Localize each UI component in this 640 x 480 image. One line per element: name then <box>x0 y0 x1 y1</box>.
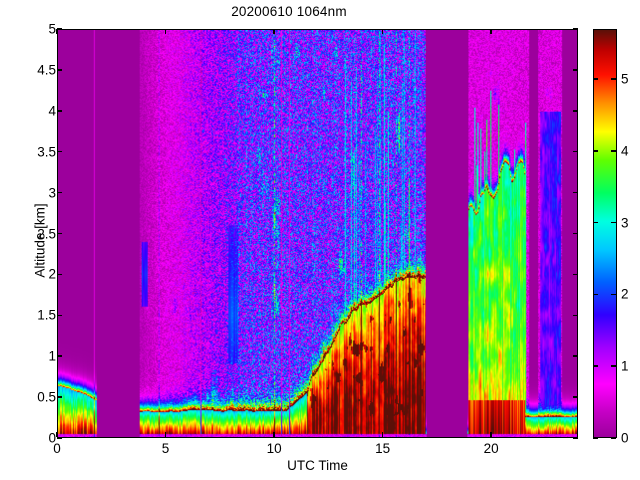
y-tick-2 <box>573 273 578 276</box>
x-tick-label-10: 10 <box>266 441 282 456</box>
x-tick-10 <box>273 432 275 437</box>
y-tick-label-4: 4 <box>48 103 56 119</box>
y-tick-5 <box>57 28 62 30</box>
y-tick-label-2: 2 <box>48 266 56 282</box>
x-tick-15 <box>381 29 384 34</box>
y-tick-3 <box>57 191 62 194</box>
y-tick-3.5 <box>57 150 62 153</box>
x-tick-label-5: 5 <box>161 441 170 456</box>
y-tick-0 <box>573 437 578 439</box>
y-tick-label-4.5: 4.5 <box>37 62 56 78</box>
colorbar-tick-3 <box>611 221 616 224</box>
colorbar <box>593 29 617 438</box>
colorbar-label-0: 0 <box>621 430 629 446</box>
colorbar-tick-0 <box>611 437 616 439</box>
y-tick-label-0: 0 <box>48 430 56 446</box>
y-tick-label-5: 5 <box>48 21 56 37</box>
y-tick-3 <box>573 191 578 194</box>
y-axis-title: Altitude [km] <box>32 203 48 278</box>
colorbar-tick-5 <box>593 78 598 80</box>
colorbar-tick-5 <box>611 78 616 80</box>
y-tick-4 <box>573 110 578 112</box>
colorbar-label-3: 3 <box>621 215 629 231</box>
y-tick-4.5 <box>57 69 62 71</box>
y-tick-label-3.5: 3.5 <box>37 144 56 160</box>
colorbar-tick-4 <box>611 150 616 152</box>
y-tick-3.5 <box>573 150 578 153</box>
y-tick-4.5 <box>573 69 578 71</box>
x-tick-20 <box>490 432 492 437</box>
plot-area <box>57 29 578 438</box>
y-tick-1.5 <box>57 314 62 317</box>
y-tick-4 <box>57 110 62 112</box>
colorbar-gradient <box>594 30 616 437</box>
colorbar-tick-0 <box>593 437 598 439</box>
y-tick-label-2.5: 2.5 <box>37 226 56 241</box>
colorbar-tick-2 <box>593 293 598 296</box>
y-tick-label-1: 1 <box>48 348 56 364</box>
colorbar-label-1: 1 <box>621 358 629 374</box>
x-axis-title: UTC Time <box>287 458 348 473</box>
colorbar-tick-3 <box>593 221 598 224</box>
y-tick-0.5 <box>57 396 62 398</box>
y-tick-2 <box>57 273 62 276</box>
y-tick-1 <box>573 355 578 357</box>
y-tick-0 <box>57 437 62 439</box>
y-tick-5 <box>573 28 578 30</box>
colorbar-tick-1 <box>593 365 598 367</box>
colorbar-tick-1 <box>611 365 616 367</box>
x-tick-label-20: 20 <box>483 441 499 456</box>
x-tick-10 <box>273 29 275 34</box>
y-tick-label-3: 3 <box>48 185 56 201</box>
colorbar-label-4: 4 <box>621 143 629 159</box>
figure-title: 20200610 1064nm <box>231 4 347 19</box>
x-tick-5 <box>164 432 167 437</box>
x-tick-5 <box>164 29 167 34</box>
y-tick-2.5 <box>573 232 578 235</box>
x-tick-0 <box>56 29 58 34</box>
heatmap-canvas <box>58 30 577 437</box>
x-tick-label-0: 0 <box>53 441 61 456</box>
colorbar-tick-4 <box>593 150 598 152</box>
colorbar-label-2: 2 <box>621 286 629 302</box>
y-tick-1 <box>57 355 62 357</box>
y-tick-label-0.5: 0.5 <box>37 389 56 405</box>
colorbar-tick-2 <box>611 293 616 296</box>
y-tick-label-1.5: 1.5 <box>37 307 56 323</box>
y-tick-1.5 <box>573 314 578 317</box>
colorbar-label-5: 5 <box>621 71 629 87</box>
x-tick-15 <box>381 432 384 437</box>
x-tick-0 <box>56 432 58 437</box>
y-tick-2.5 <box>57 232 62 235</box>
x-tick-20 <box>490 29 492 34</box>
x-tick-label-15: 15 <box>375 441 391 456</box>
y-tick-0.5 <box>573 396 578 398</box>
